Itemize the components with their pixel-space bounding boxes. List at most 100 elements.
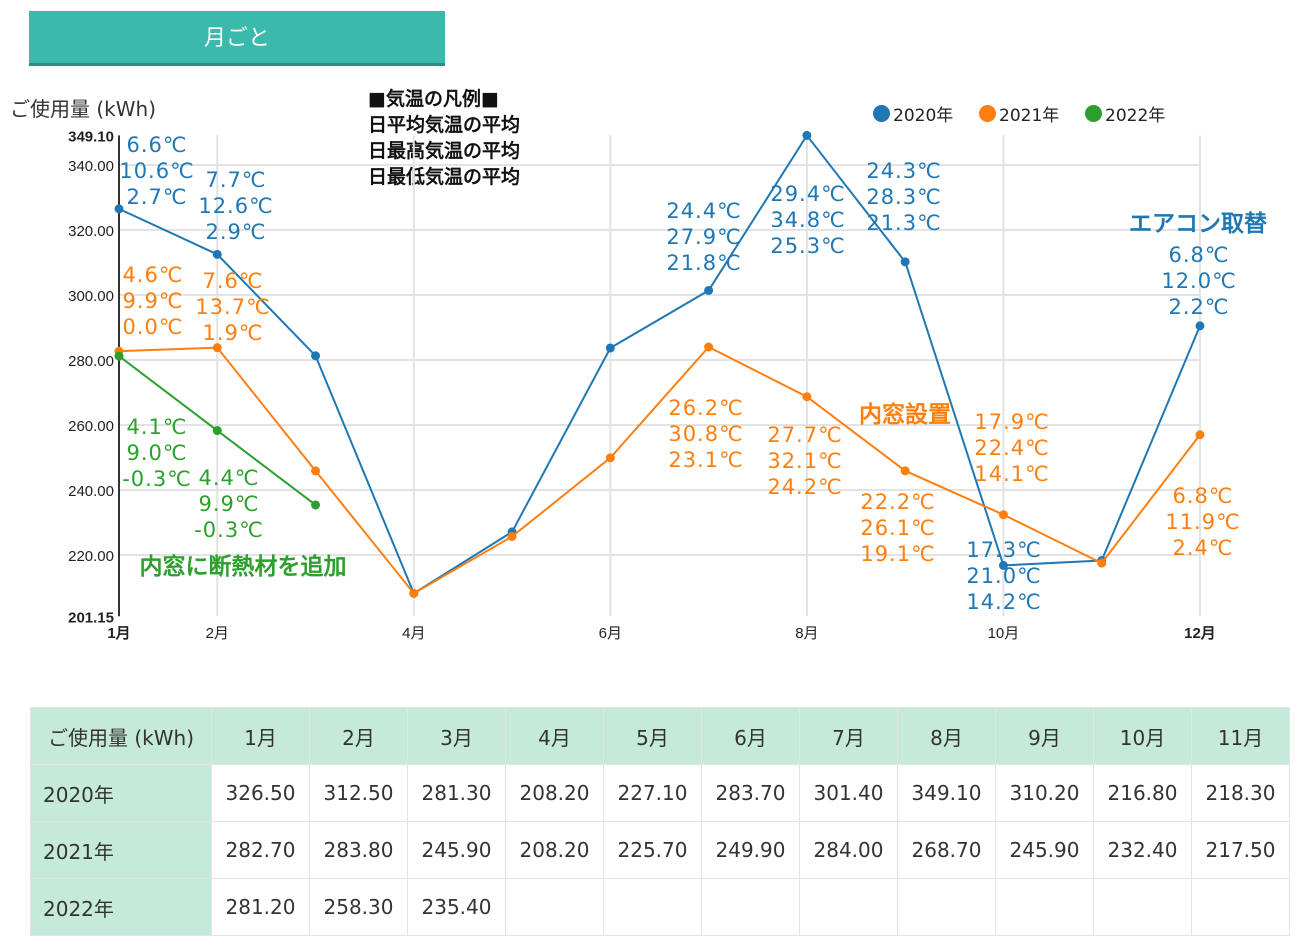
temperature-value: 28.3℃ <box>866 185 942 209</box>
table-cell: 245.90 <box>995 821 1094 879</box>
column-header: 8月 <box>897 707 996 765</box>
temperature-label-blue: 24.4℃ 27.9℃ 21.8℃ <box>666 198 741 276</box>
aircon-note: エアコン取替 <box>1129 211 1267 237</box>
legend-item-2021[interactable]: 2021年 <box>979 101 1059 126</box>
temperature-legend-line: 日最高気温の平均 <box>368 140 521 162</box>
temperature-value: 12.6℃ <box>198 194 274 218</box>
table-cell <box>1093 878 1192 936</box>
y-tick-label: 201.15 <box>68 609 114 626</box>
x-tick-label: 12月 <box>1184 625 1216 642</box>
table-cell <box>701 878 800 936</box>
temperature-label-blue: 7.7℃ 12.6℃ 2.9℃ <box>198 167 273 245</box>
table-cell: 227.10 <box>603 764 702 822</box>
legend-dot-icon <box>873 105 890 122</box>
legend-item-2022[interactable]: 2022年 <box>1085 101 1165 126</box>
temperature-value: 6.8℃ <box>1172 484 1234 508</box>
temperature-value: 13.7℃ <box>195 295 271 319</box>
data-point <box>212 343 222 353</box>
temperature-label-orange: 7.6℃ 13.7℃ 1.9℃ <box>195 268 270 346</box>
temperature-value: 21.0℃ <box>966 564 1042 588</box>
usage-line-chart: 349.10 340.00 320.00 300.00 280.00 260.00 240.… <box>68 128 1216 642</box>
temperature-value: 32.1℃ <box>767 449 843 473</box>
temperature-value: 9.9℃ <box>122 289 184 313</box>
table-cell: 326.50 <box>211 764 310 822</box>
temperature-value: 21.8℃ <box>666 251 742 275</box>
table-cell: 232.40 <box>1093 821 1192 879</box>
table-cell: 281.30 <box>407 764 506 822</box>
row-header: 2020年 <box>30 764 212 822</box>
table-cell <box>603 878 702 936</box>
data-point <box>409 588 419 598</box>
table-cell <box>1191 878 1290 936</box>
legend-dot-icon <box>979 105 996 122</box>
column-header: 11月 <box>1191 707 1290 765</box>
series-line-2021年 <box>118 345 1201 595</box>
column-header: 6月 <box>701 707 800 765</box>
temperature-value: 0.0℃ <box>122 315 184 339</box>
temperature-value: 27.9℃ <box>666 225 742 249</box>
temperature-value: 2.2℃ <box>1168 295 1230 319</box>
temperature-value: 26.2℃ <box>668 396 744 420</box>
temperature-label-blue: 6.8℃ 12.0℃ 2.2℃ <box>1161 242 1236 320</box>
table-cell <box>897 878 996 936</box>
legend-label: 2020年 <box>893 106 954 126</box>
temperature-label-orange: 6.8℃ 11.9℃ 2.4℃ <box>1165 483 1240 561</box>
temperature-value: 27.7℃ <box>767 423 843 447</box>
temperature-value: 19.1℃ <box>860 542 936 566</box>
temperature-value: 6.8℃ <box>1168 243 1230 267</box>
x-tick-label: 8月 <box>795 625 818 642</box>
temperature-value: 7.6℃ <box>202 269 264 293</box>
data-point <box>212 249 222 259</box>
temperature-label-blue: 29.4℃ 34.8℃ 25.3℃ <box>770 181 845 259</box>
y-tick-label: 280.00 <box>68 353 114 370</box>
y-tick-label: 220.00 <box>68 548 114 565</box>
legend-item-2020[interactable]: 2020年 <box>873 101 953 126</box>
table-cell: 284.00 <box>799 821 898 879</box>
temperature-label-blue: 17.3℃ 21.0℃ 14.2℃ <box>966 537 1041 615</box>
temperature-value: 23.1℃ <box>668 448 744 472</box>
temperature-label-blue: 6.6℃ 10.6℃ 2.7℃ <box>119 132 194 210</box>
temperature-value: 14.1℃ <box>974 462 1050 486</box>
table-cell <box>799 878 898 936</box>
data-point <box>900 466 910 476</box>
legend-label: 2021年 <box>999 106 1060 126</box>
table-row: 2020年 326.50 312.50 281.30 208.20 227.10 283.7… <box>30 764 1290 822</box>
data-point <box>311 500 321 510</box>
column-header: 10月 <box>1093 707 1192 765</box>
table-cell: 268.70 <box>897 821 996 879</box>
temperature-value: 24.3℃ <box>866 159 942 183</box>
column-header: 3月 <box>407 707 506 765</box>
temperature-value: 21.3℃ <box>866 211 942 235</box>
data-point <box>802 392 812 402</box>
temperature-value: 29.4℃ <box>770 182 846 206</box>
temperature-value: 22.4℃ <box>974 436 1050 460</box>
temperature-legend-title: ■気温の凡例■ <box>368 88 499 110</box>
column-header: 7月 <box>799 707 898 765</box>
temperature-label-orange: 26.2℃ 30.8℃ 23.1℃ <box>668 395 743 473</box>
temperature-label-orange: 27.7℃ 32.1℃ 24.2℃ <box>767 422 842 500</box>
legend-dot-icon <box>1085 105 1102 122</box>
temperature-value: 17.9℃ <box>974 410 1050 434</box>
temperature-value: 4.4℃ <box>198 466 260 490</box>
temperature-label-orange: 22.2℃ 26.1℃ 19.1℃ <box>860 489 935 567</box>
temperature-value: 6.6℃ <box>126 133 188 157</box>
table-cell: 216.80 <box>1093 764 1192 822</box>
temperature-value: -0.3℃ <box>122 467 192 491</box>
row-header: 2021年 <box>30 821 212 879</box>
data-point <box>605 343 615 353</box>
tab-monthly[interactable]: 月ごと <box>29 11 445 66</box>
table-cell: 218.30 <box>1191 764 1290 822</box>
column-header: 9月 <box>995 707 1094 765</box>
column-header: 1月 <box>211 707 310 765</box>
temperature-value: 24.4℃ <box>666 199 742 223</box>
table-cell: 312.50 <box>309 764 408 822</box>
y-tick-label: 240.00 <box>68 483 114 500</box>
temperature-value: 14.2℃ <box>966 590 1042 614</box>
y-tick-label: 300.00 <box>68 288 114 305</box>
temperature-value: 2.4℃ <box>1172 536 1234 560</box>
temperature-value: 2.9℃ <box>205 220 267 244</box>
table-cell: 225.70 <box>603 821 702 879</box>
data-point <box>998 560 1008 570</box>
table-cell: 281.20 <box>211 878 310 936</box>
x-tick-label: 2月 <box>206 625 229 642</box>
